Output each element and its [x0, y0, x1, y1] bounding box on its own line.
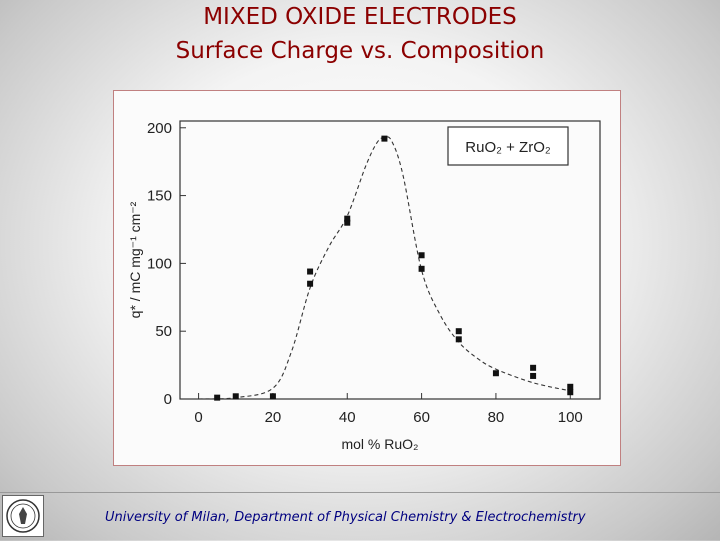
- footer: University of Milan, Department of Physi…: [0, 492, 720, 541]
- data-point: [567, 389, 574, 396]
- plot-area: [179, 120, 601, 400]
- data-point: [344, 219, 351, 226]
- slide-subtitle: Surface Charge vs. Composition: [175, 38, 545, 64]
- y-tick-label: 100: [147, 255, 172, 272]
- data-point: [381, 135, 388, 142]
- y-tick-label: 50: [155, 323, 172, 340]
- data-point: [214, 394, 221, 401]
- data-point: [455, 336, 462, 343]
- figure-frame: 0 20 40 60 80 100 0 50 100 150 200 mol % RuO₂ q* / m…: [113, 90, 621, 466]
- footer-text: University of Milan, Department of Physi…: [105, 510, 586, 525]
- y-tick-label: 0: [164, 391, 172, 408]
- data-point: [232, 393, 239, 400]
- data-point: [418, 252, 425, 259]
- x-tick-label: 20: [265, 409, 282, 426]
- y-tick-label: 150: [147, 188, 172, 205]
- x-tick-label: 0: [194, 409, 202, 426]
- data-point: [344, 215, 351, 222]
- x-axis-label: mol % RuO₂: [341, 436, 418, 452]
- y-tick-label: 200: [147, 120, 172, 137]
- data-point: [530, 364, 537, 371]
- data-point: [307, 268, 314, 275]
- legend-label: RuO₂ + ZrO₂: [465, 139, 551, 156]
- data-point: [492, 370, 499, 377]
- chart: 0 20 40 60 80 100 0 50 100 150 200 mol % RuO₂ q* / m…: [127, 120, 601, 452]
- data-point: [455, 328, 462, 335]
- data-point: [307, 280, 314, 287]
- data-point: [567, 383, 574, 390]
- x-tick-label: 60: [413, 409, 430, 426]
- x-tick-label: 40: [339, 409, 356, 426]
- legend-box: [447, 126, 569, 166]
- university-seal-icon: [2, 495, 44, 537]
- slide-title: MIXED OXIDE ELECTRODES: [203, 4, 517, 30]
- x-tick-label: 80: [488, 409, 505, 426]
- data-point: [269, 393, 276, 400]
- x-tick-label: 100: [558, 409, 583, 426]
- y-axis-label: q* / mC mg⁻¹ cm⁻²: [127, 201, 143, 318]
- data-point: [418, 265, 425, 272]
- fit-curve: [198, 136, 571, 400]
- data-point: [530, 372, 537, 379]
